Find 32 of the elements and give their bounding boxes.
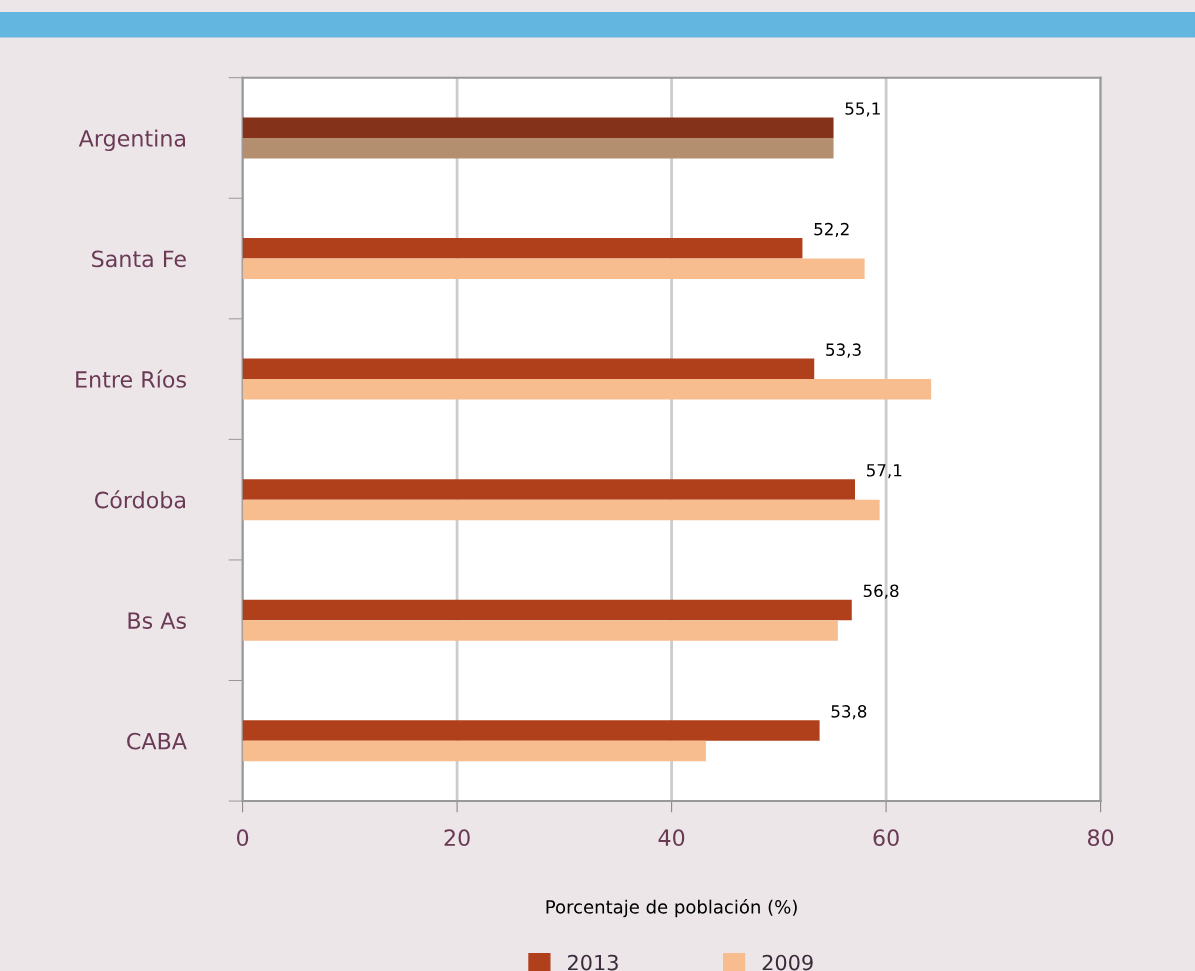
data-label: 55,1 (845, 102, 880, 117)
bar (242, 117, 834, 138)
bar (242, 720, 820, 741)
y-tick-label: Entre Ríos (76, 369, 186, 388)
bar (242, 238, 803, 259)
x-tick-label: 60 (873, 829, 899, 847)
bar (242, 358, 815, 380)
bar (242, 620, 838, 641)
y-tick-label: Córdoba (94, 490, 186, 509)
x-axis-title: Porcentaje de población (%) (546, 898, 797, 918)
y-tick-label: Santa Fe (92, 250, 186, 268)
data-label: 52,2 (814, 222, 849, 238)
bar (242, 258, 865, 280)
bar (242, 740, 706, 762)
legend-label: 2009 (762, 954, 813, 971)
bar (242, 137, 834, 159)
data-label: 53,3 (826, 343, 861, 358)
x-tick-label: 0 (236, 829, 249, 847)
bar (242, 379, 932, 400)
y-tick-label: Argentina (78, 129, 186, 152)
x-tick-label: 40 (658, 829, 685, 847)
x-tick-label: 80 (1087, 829, 1114, 847)
bar (242, 599, 852, 621)
data-label: 53,8 (831, 705, 867, 720)
legend-label: 2013 (568, 954, 618, 971)
data-label: 56,8 (863, 584, 899, 599)
x-tick-label: 20 (444, 829, 470, 847)
y-tick-label: Bs As (128, 612, 186, 629)
bar (242, 479, 855, 500)
bar (242, 499, 880, 521)
y-tick-label: CABA (127, 732, 187, 750)
data-label: 57,1 (867, 464, 902, 479)
